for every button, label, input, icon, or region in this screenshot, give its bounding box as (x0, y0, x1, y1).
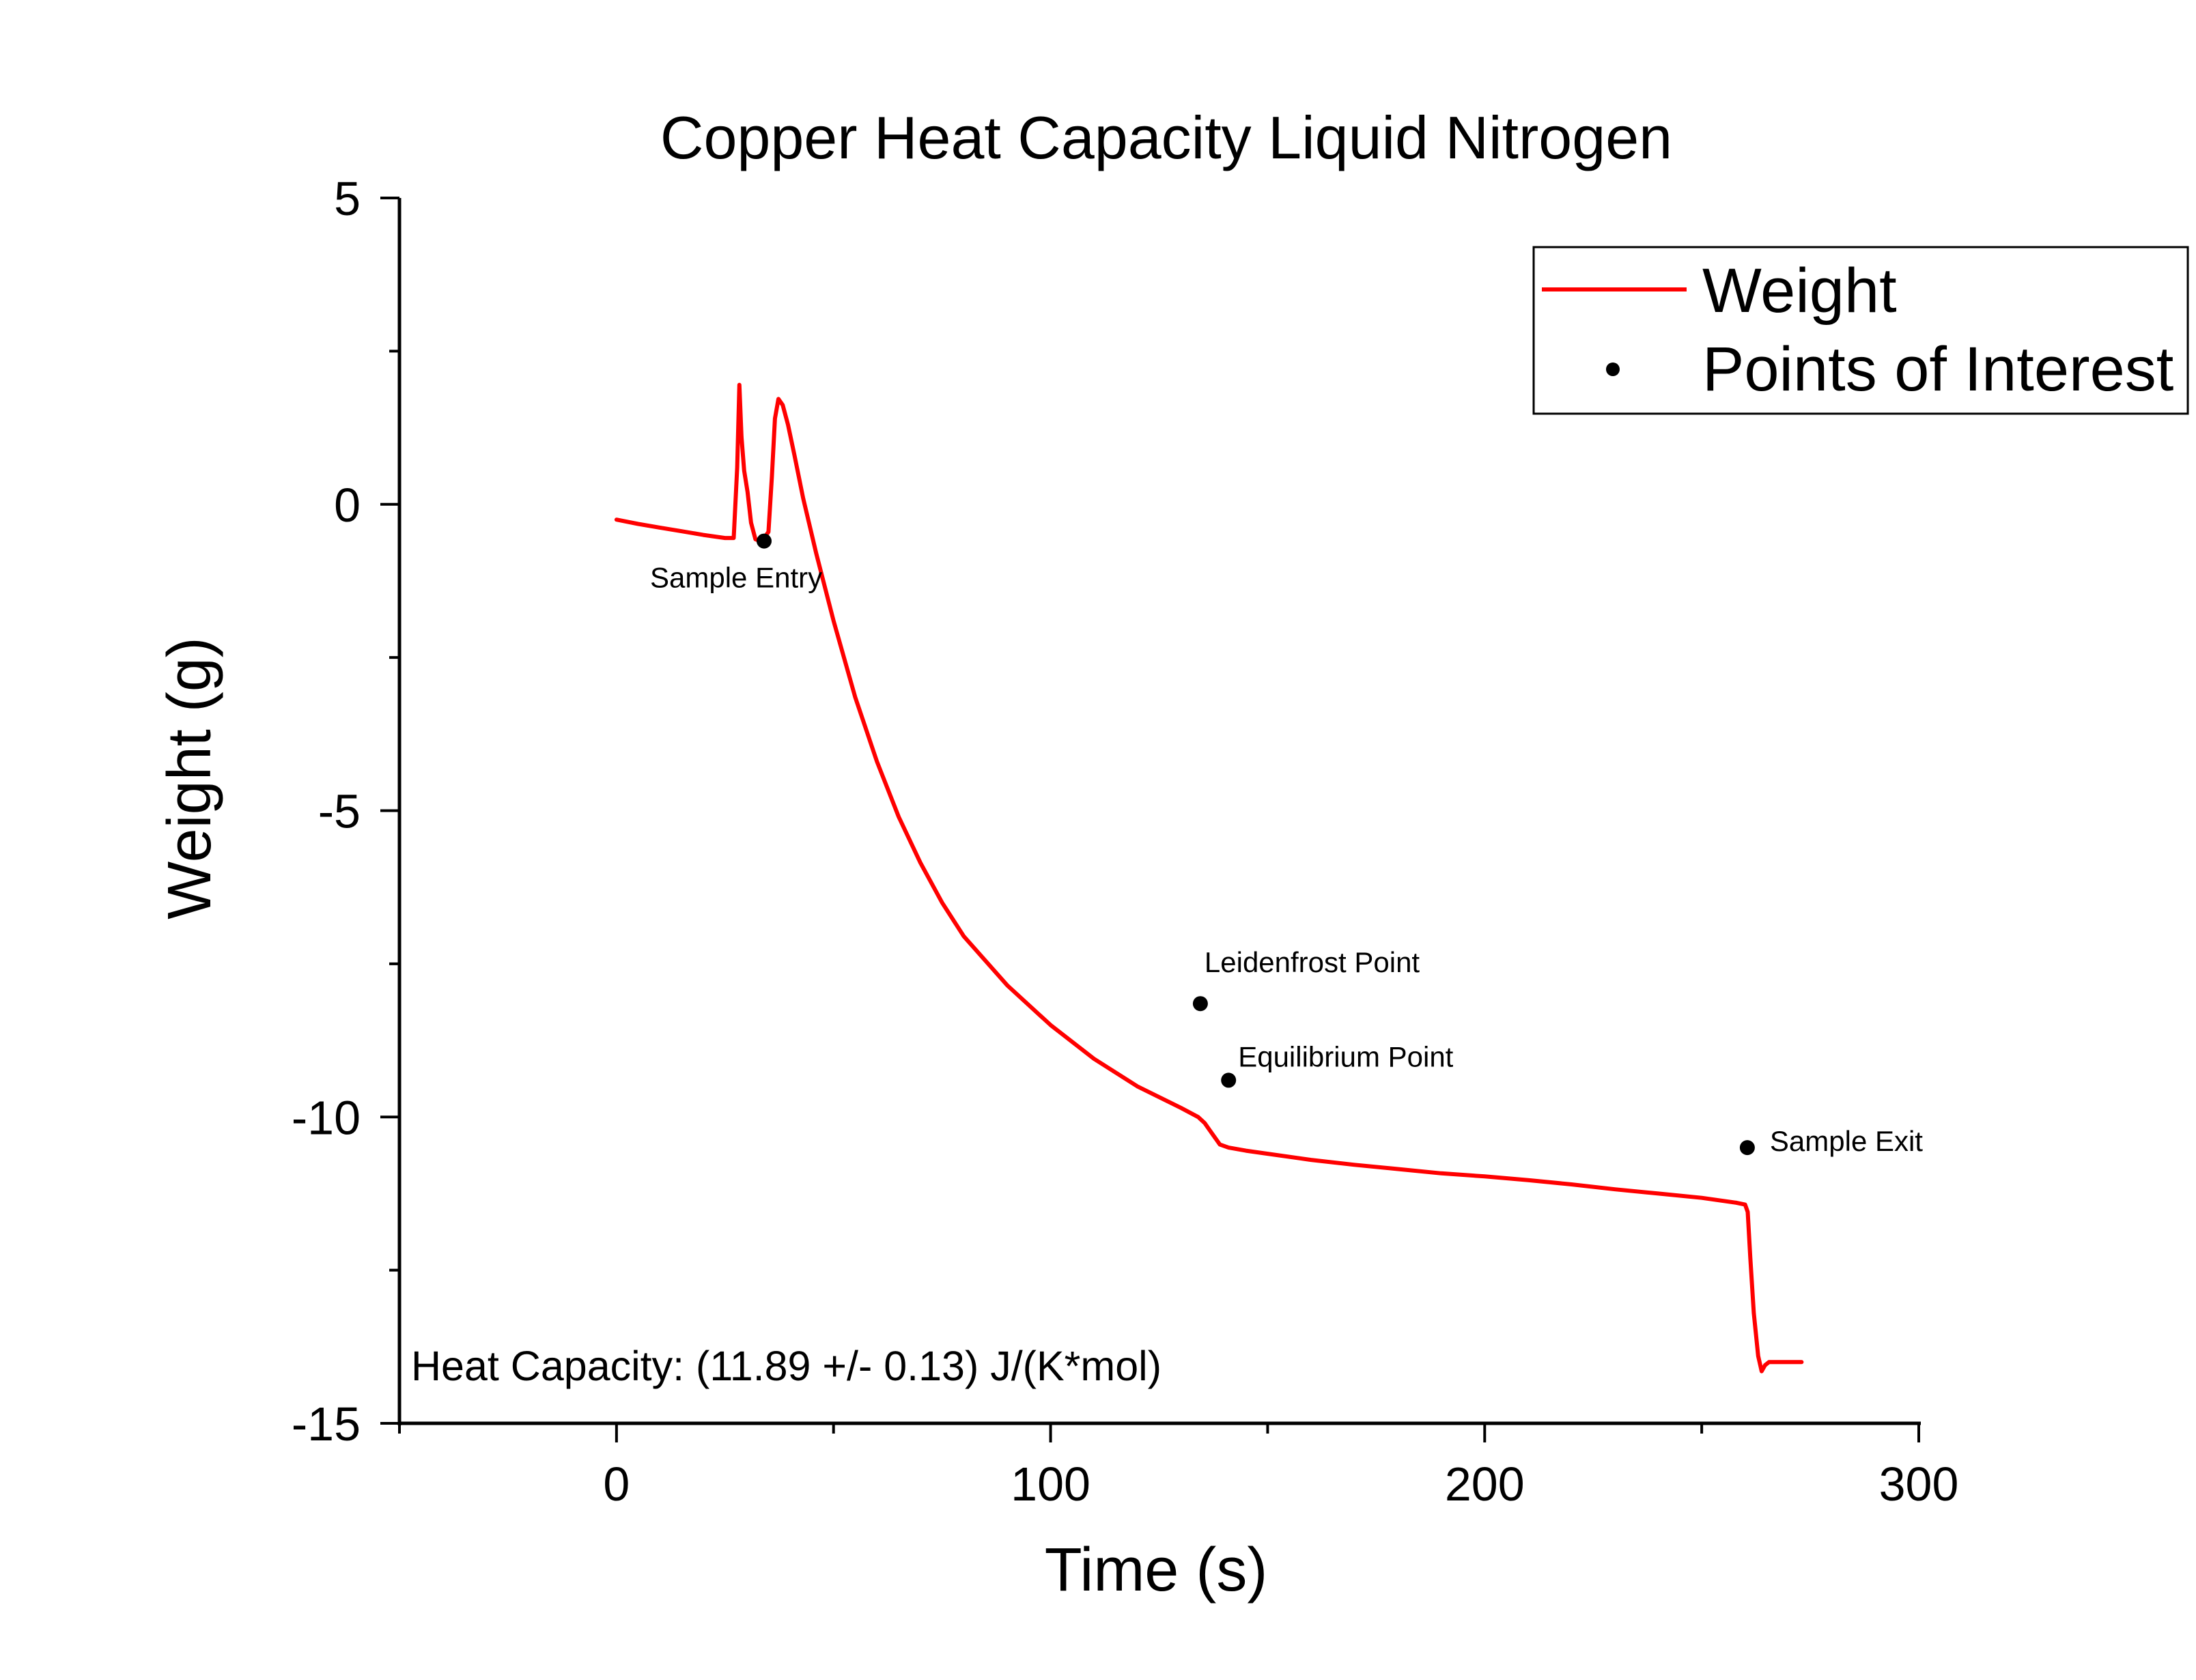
plot-area (614, 382, 1804, 1373)
x-tick-label: 0 (603, 1457, 630, 1511)
x-axis-label: Time (s) (1045, 1536, 1268, 1604)
legend-points-label: Points of Interest (1702, 334, 2173, 404)
tick-labels: 0 100 200 300 5 0 -5 -10 -15 (292, 172, 1959, 1511)
legend-weight-label: Weight (1702, 256, 1897, 326)
point-of-interest-marker (757, 533, 772, 549)
point-of-interest-marker (1739, 1140, 1755, 1156)
point-labels: Sample Entry Leidenfrost Point Equilibrium… (650, 562, 1923, 1158)
point-of-interest-label: Sample Exit (1770, 1125, 1923, 1157)
y-tick-label: 5 (334, 172, 361, 225)
y-tick-label: -5 (318, 785, 361, 838)
point-of-interest-marker (1192, 996, 1208, 1012)
point-of-interest-marker (1221, 1072, 1237, 1088)
x-tick-label: 100 (1011, 1457, 1090, 1511)
point-of-interest-label: Equilibrium Point (1238, 1040, 1453, 1072)
chart-title: Copper Heat Capacity Liquid Nitrogen (660, 104, 1672, 171)
legend-points-marker (1606, 362, 1620, 376)
legend: Weight Points of Interest (1532, 246, 2189, 415)
weight-series-line (614, 382, 1804, 1373)
heat-capacity-note: Heat Capacity: (11.89 +/- 0.13) J/(K*mol… (411, 1343, 1162, 1389)
y-tick-label: 0 (334, 479, 361, 532)
x-tick-label: 200 (1445, 1457, 1525, 1511)
point-of-interest-label: Sample Entry (650, 562, 822, 594)
y-tick-label: -15 (292, 1397, 361, 1451)
ticks (380, 197, 1920, 1442)
point-of-interest-label: Leidenfrost Point (1205, 946, 1420, 978)
y-axis-label: Weight (g) (156, 637, 224, 919)
legend-box (1532, 246, 2189, 415)
x-tick-label: 300 (1879, 1457, 1959, 1511)
y-tick-label: -10 (292, 1091, 361, 1144)
